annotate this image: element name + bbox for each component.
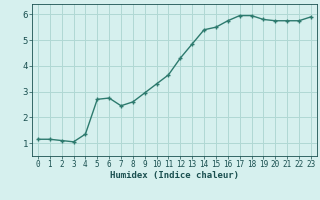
X-axis label: Humidex (Indice chaleur): Humidex (Indice chaleur) bbox=[110, 171, 239, 180]
